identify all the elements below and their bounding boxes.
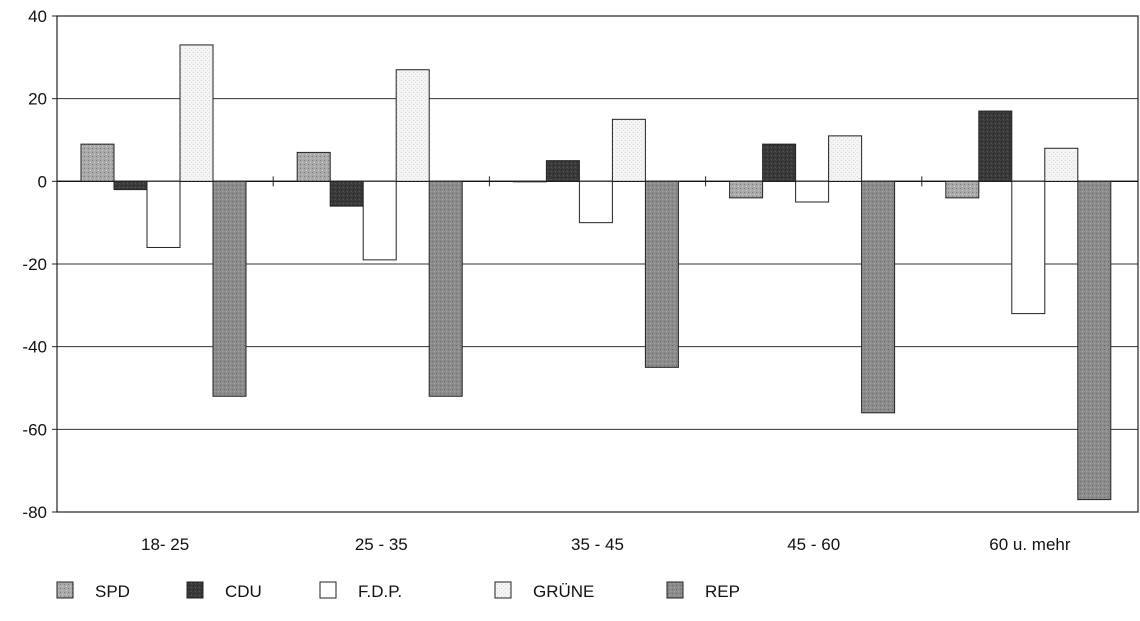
- bar-rep-5: [1077, 180, 1112, 501]
- bar-rep-4: [861, 180, 896, 414]
- legend-label-fdp: F.D.P.: [358, 582, 402, 601]
- y-tick-label: 20: [28, 90, 47, 109]
- bar-fdp-5: [1011, 180, 1046, 315]
- bar-fdp-1: [146, 180, 181, 248]
- x-category-label: 60 u. mehr: [989, 535, 1071, 554]
- legend-swatch-fdp: [319, 581, 337, 599]
- legend-swatch-rep: [666, 581, 684, 599]
- x-category-label: 35 - 45: [571, 535, 624, 554]
- x-category-label: 25 - 35: [355, 535, 408, 554]
- y-tick-label: -40: [22, 338, 47, 357]
- legend-label-spd: SPD: [95, 582, 130, 601]
- legend-swatch-grne: [494, 581, 512, 599]
- legend-swatch-spd: [56, 581, 74, 599]
- bar-rep-3: [644, 180, 679, 368]
- bar-cdu-3: [545, 160, 580, 182]
- bar-fdp-4: [795, 180, 830, 203]
- bar-cdu-5: [978, 110, 1013, 182]
- legend-label-cdu: CDU: [225, 582, 262, 601]
- bar-fdp-3: [578, 180, 613, 224]
- y-tick-label: -20: [22, 255, 47, 274]
- legend-swatch-cdu: [186, 581, 204, 599]
- bar-spd-3: [512, 180, 547, 183]
- bar-cdu-1: [113, 180, 148, 191]
- legend-label-grne: GRÜNE: [533, 582, 594, 601]
- bar-spd-4: [729, 180, 764, 199]
- bars: [80, 44, 1112, 501]
- bar-grne-3: [611, 118, 646, 182]
- y-tick-label: -80: [22, 503, 47, 522]
- bar-spd-2: [296, 151, 331, 182]
- x-category-label: 18- 25: [141, 535, 189, 554]
- legend-label-rep: REP: [705, 582, 740, 601]
- bar-grne-4: [828, 135, 863, 182]
- y-tick-label: -60: [22, 420, 47, 439]
- bar-grne-2: [395, 69, 430, 182]
- labels: -80 -60 -40 -20 0 20 40 18- 25 25 - 35 35 - 45 45 …: [22, 7, 1070, 554]
- bar-cdu-4: [762, 143, 797, 182]
- y-tick-label: 40: [28, 7, 47, 26]
- bar-grne-1: [179, 44, 214, 182]
- bar-cdu-2: [329, 180, 364, 207]
- bar-rep-1: [212, 180, 247, 397]
- bar-fdp-2: [362, 180, 397, 261]
- bar-grne-5: [1044, 147, 1079, 182]
- legend: SPD CDU F.D.P. GRÜNE REP: [56, 581, 740, 601]
- bar-spd-5: [945, 180, 980, 199]
- y-tick-label: 0: [38, 172, 47, 191]
- bar-rep-2: [428, 180, 463, 397]
- bar-spd-1: [80, 143, 115, 182]
- x-category-label: 45 - 60: [787, 535, 840, 554]
